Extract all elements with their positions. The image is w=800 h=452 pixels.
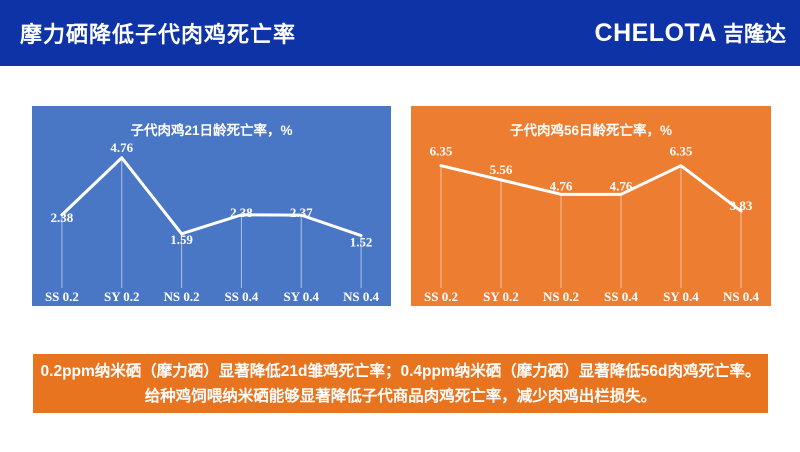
value-label: 5.56	[490, 162, 513, 177]
summary-line-1: 0.2ppm纳米硒（摩力硒）显著降低21d雏鸡死亡率；0.4ppm纳米硒（摩力硒…	[40, 363, 761, 380]
value-label: 4.76	[610, 178, 633, 193]
value-label: 1.59	[170, 232, 193, 247]
category-label: SS 0.2	[45, 289, 79, 304]
category-label: NS 0.2	[164, 289, 200, 304]
series-line	[439, 164, 743, 213]
category-label: SY 0.4	[663, 289, 699, 304]
category-label: SS 0.4	[224, 289, 258, 304]
chart-56d-svg: 6.35 5.56 4.76 4.76 6.35 3.83 SS 0.2 SY 0.2 NS 0…	[424, 144, 760, 304]
series-line	[60, 156, 363, 238]
value-label: 3.83	[730, 198, 753, 213]
brand-logo-latin: CHELOTA	[594, 19, 717, 47]
value-label: 2.38	[230, 205, 253, 220]
chart-title-56d: 子代肉鸡56日龄死亡率，%	[509, 123, 673, 138]
value-label: 6.35	[430, 144, 453, 159]
brand-logo: CHELOTA 吉隆达	[595, 18, 786, 48]
category-label: NS 0.4	[343, 289, 379, 304]
charts-area: 子代肉鸡21日龄死亡率，% 2.38 4.76 1.59 2.38 2.37 1.52 SS…	[0, 106, 800, 306]
category-label: SY 0.2	[483, 289, 519, 304]
chart-panel-21d: 子代肉鸡21日龄死亡率，% 2.38 4.76 1.59 2.38 2.37 1.52 SS…	[32, 106, 391, 306]
summary-banner: 0.2ppm纳米硒（摩力硒）显著降低21d雏鸡死亡率；0.4ppm纳米硒（摩力硒…	[33, 354, 768, 413]
category-label: SS 0.2	[424, 289, 458, 304]
category-label: NS 0.2	[543, 289, 579, 304]
chart-panel-56d: 子代肉鸡56日龄死亡率，% 6.35 5.56 4.76 4.76 6.35 3.83 SS…	[411, 106, 771, 306]
brand-logo-cjk: 吉隆达	[723, 23, 786, 46]
value-label: 1.52	[350, 235, 373, 250]
value-label: 6.35	[670, 144, 693, 159]
chart-title-21d: 子代肉鸡21日龄死亡率，%	[130, 123, 293, 138]
category-label: SS 0.4	[604, 289, 638, 304]
chart-21d-svg: 2.38 4.76 1.59 2.38 2.37 1.52 SS 0.2 SY 0.2 NS 0…	[45, 140, 380, 304]
category-label: NS 0.4	[723, 289, 760, 304]
value-label: 2.38	[51, 210, 74, 225]
category-label: SY 0.2	[104, 289, 140, 304]
value-label: 2.37	[290, 205, 313, 220]
page-title: 摩力硒降低子代肉鸡死亡率	[20, 22, 297, 47]
value-label: 4.76	[110, 140, 133, 155]
header: 摩力硒降低子代肉鸡死亡率 CHELOTA 吉隆达	[0, 0, 800, 66]
value-label: 4.76	[550, 178, 573, 193]
category-label: SY 0.4	[283, 289, 319, 304]
summary-line-2: 给种鸡饲喂纳米硒能够显著降低子代商品肉鸡死亡率，减少肉鸡出栏损失。	[144, 388, 657, 405]
